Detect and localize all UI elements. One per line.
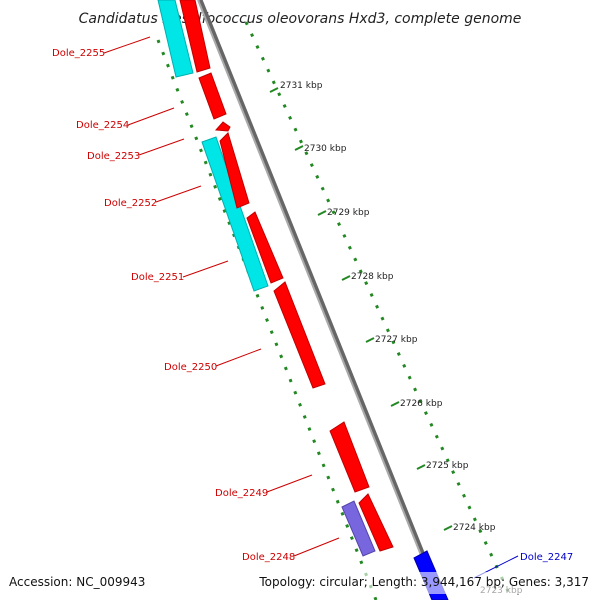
gene-label-dole-2248[interactable]: Dole_2248 [242,552,295,563]
scale-labels: 2731 kbp 2730 kbp 2729 kbp 2728 kbp 2727… [280,81,523,596]
cds-feature-2255 [179,0,211,73]
orf-feature-2252-2251 [201,136,269,292]
footer-background [0,572,600,594]
rna-features [341,500,376,557]
cds-feature-2248 [358,493,394,552]
rna-feature-2248 [341,500,376,557]
cds-feature-2250 [273,281,326,389]
scale-label: 2725 kbp [426,461,469,471]
gene-label-dole-2251[interactable]: Dole_2251 [131,272,184,283]
scale-ticks [269,87,453,531]
scale-label: 2731 kbp [280,81,323,91]
gene-label-dole-2253[interactable]: Dole_2253 [87,151,140,162]
cds-feature-2249 [329,421,370,493]
gene-label-dole-2254[interactable]: Dole_2254 [76,120,129,131]
gene-label-dole-2255[interactable]: Dole_2255 [52,48,105,59]
orf-features [157,0,269,292]
cds-feature-2251 [246,211,284,284]
gene-label-dole-2249[interactable]: Dole_2249 [215,488,268,499]
gene-label-dole-2247[interactable]: Dole_2247 [520,552,573,563]
map-title: Candidatus Desulfococcus oleovorans Hxd3… [79,11,522,27]
cds-feature-2254 [198,72,227,120]
cds-feature-2253 [214,121,231,132]
cds-feature-2252 [219,132,250,209]
orf-feature-2255 [157,0,194,78]
gene-labels: Dole_2255 Dole_2254 Dole_2253 Dole_2252 … [52,48,573,563]
genome-summary-text: Topology: circular; Length: 3,944,167 bp… [258,575,589,589]
inner-dotted-track [156,39,378,600]
scale-label: 2727 kbp [375,335,418,345]
backbone [197,0,444,600]
scale-label: 2730 kbp [304,144,347,154]
accession-text: Accession: NC_009943 [9,575,145,589]
outer-dotted-track [244,21,514,600]
scale-label: 2728 kbp [351,272,394,282]
gene-leader-lines [103,36,519,579]
scale-label: 2729 kbp [327,208,370,218]
scale-label: 2726 kbp [400,399,443,409]
gene-label-dole-2252[interactable]: Dole_2252 [104,198,157,209]
gene-label-dole-2250[interactable]: Dole_2250 [164,362,217,373]
scale-label: 2724 kbp [453,523,496,533]
cds-features [179,0,394,552]
